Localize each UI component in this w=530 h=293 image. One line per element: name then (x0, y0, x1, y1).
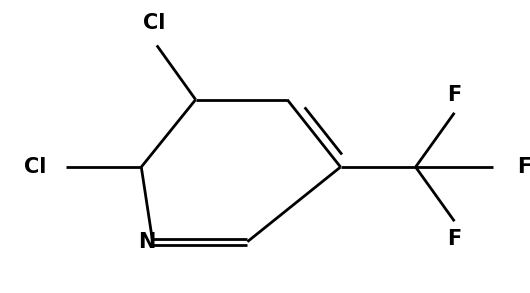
Text: Cl: Cl (143, 13, 165, 33)
Text: Cl: Cl (24, 157, 47, 177)
Text: F: F (517, 157, 530, 177)
Text: F: F (447, 85, 462, 105)
Text: N: N (138, 232, 155, 252)
Text: F: F (447, 229, 462, 249)
